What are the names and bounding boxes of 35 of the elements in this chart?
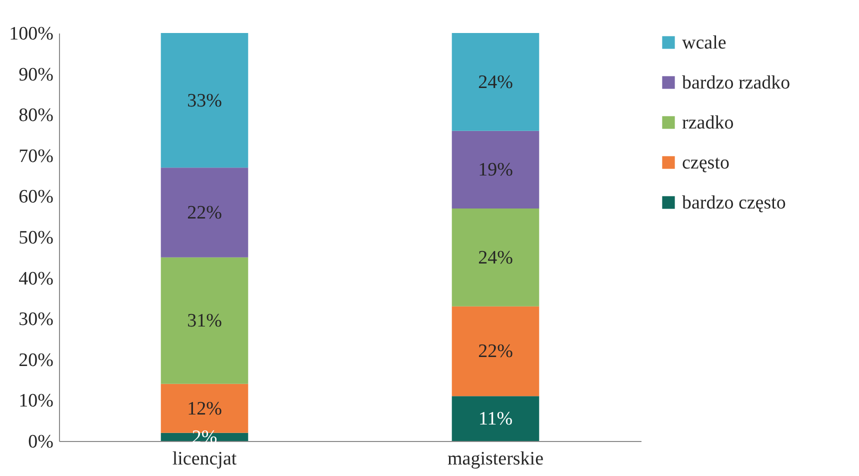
x-tick-label: licencjat	[172, 448, 238, 470]
data-label: 22%	[187, 202, 222, 224]
data-label: 31%	[187, 310, 222, 332]
y-tick-label: 70%	[18, 146, 54, 167]
bar	[160, 168, 248, 258]
bar	[452, 396, 540, 441]
x-tick-label: magisterskie	[447, 448, 544, 470]
y-tick-label: 80%	[18, 105, 54, 126]
legend-label: bardzo często	[682, 192, 786, 214]
legend-label: często	[682, 152, 730, 174]
data-label: 22%	[478, 341, 514, 362]
data-label: 24%	[478, 72, 514, 93]
bar	[160, 257, 248, 384]
bar	[452, 306, 540, 396]
y-tick-label: 30%	[18, 309, 54, 330]
y-tick-label: 20%	[18, 350, 54, 371]
data-label: 12%	[187, 398, 222, 420]
y-tick-label: 10%	[18, 390, 54, 412]
data-label: 33%	[187, 90, 222, 112]
data-label: 11%	[478, 408, 513, 430]
legend-label: wcale	[682, 32, 726, 54]
data-label: 24%	[478, 247, 514, 268]
y-tick-label: 50%	[18, 228, 54, 248]
y-tick-label: 90%	[18, 64, 54, 86]
y-tick-label: 0%	[28, 432, 54, 452]
y-tick-label: 100%	[9, 24, 54, 44]
legend-label: bardzo rzadko	[682, 72, 790, 94]
data-label: 19%	[478, 160, 514, 181]
bar	[160, 33, 248, 168]
legend-label: rzadko	[682, 112, 734, 134]
bar	[452, 130, 540, 208]
bar	[452, 208, 540, 306]
bar	[452, 33, 540, 131]
y-tick-label: 40%	[18, 268, 54, 290]
y-tick-label: 60%	[18, 186, 54, 208]
